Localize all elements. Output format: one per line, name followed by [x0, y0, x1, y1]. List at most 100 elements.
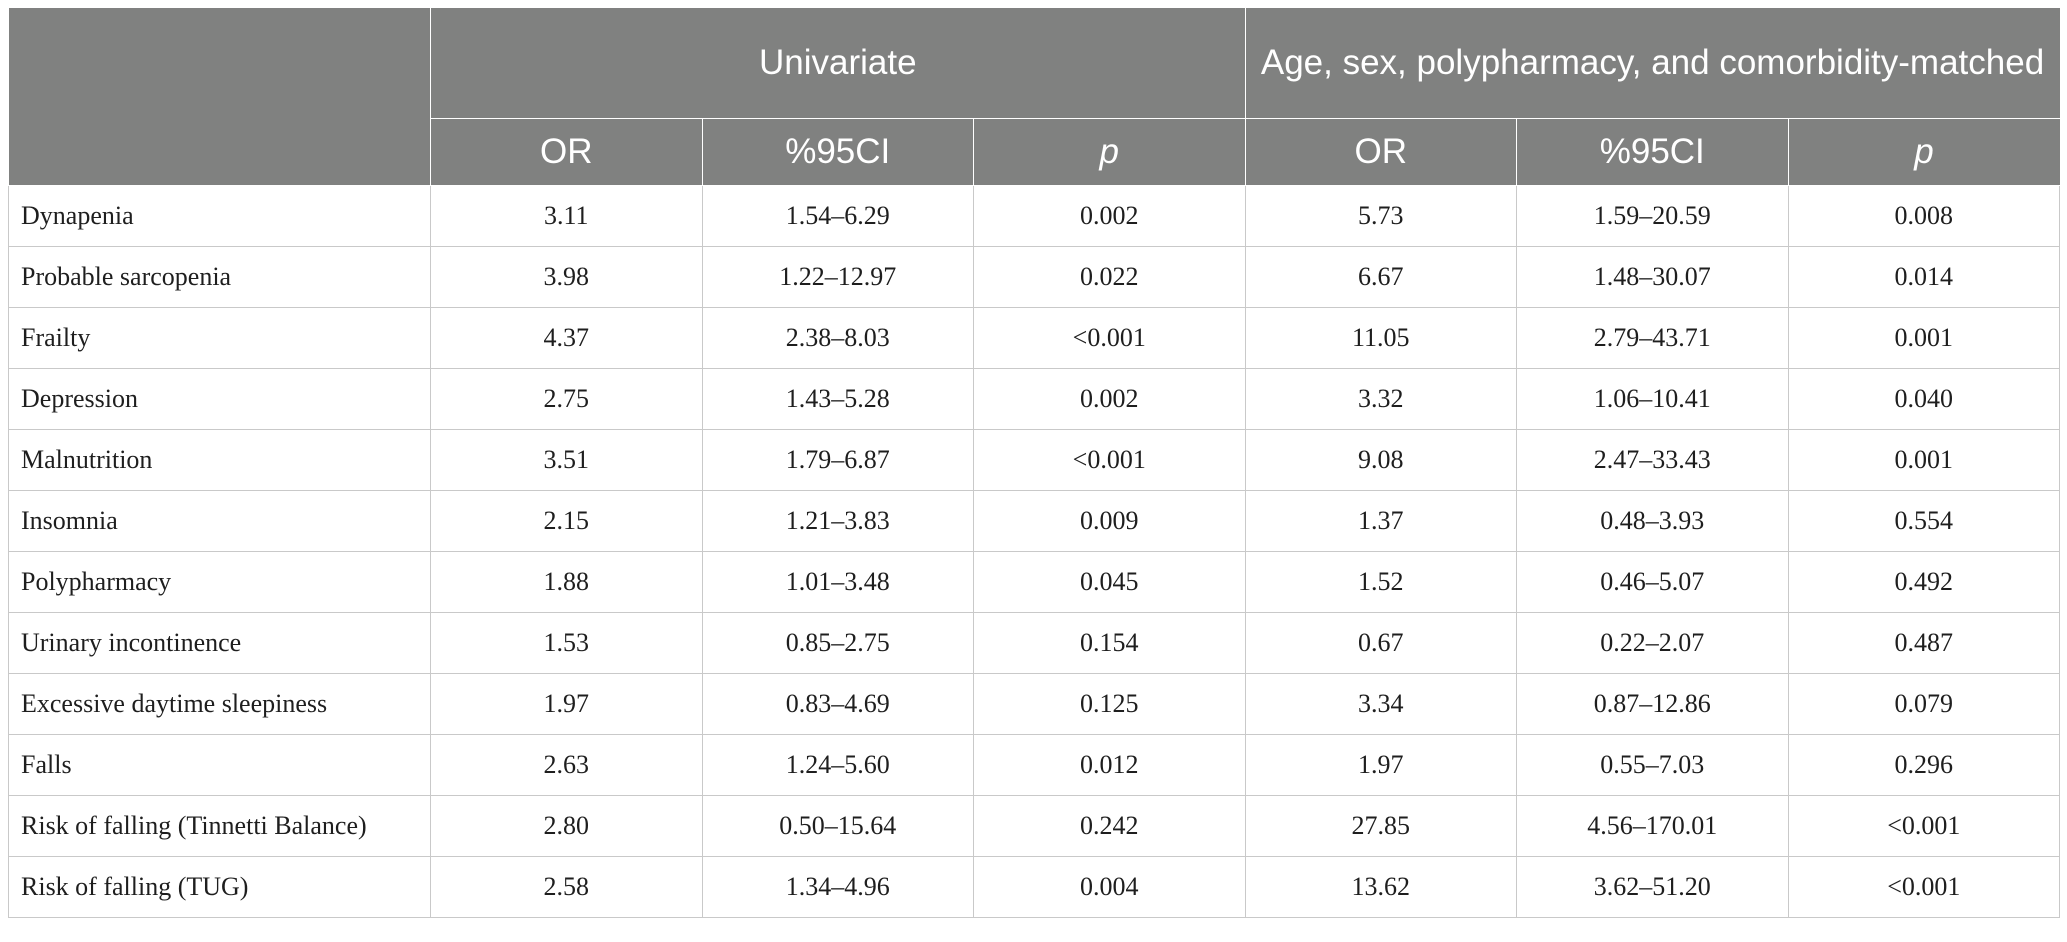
table-row: Frailty 4.37 2.38–8.03 <0.001 11.05 2.79…	[8, 307, 2061, 369]
univariate-p: 0.125	[973, 673, 1246, 735]
matched-or: 9.08	[1244, 429, 1518, 491]
table-row: Probable sarcopenia 3.98 1.22–12.97 0.02…	[8, 246, 2061, 308]
univariate-or: 4.37	[430, 307, 703, 369]
matched-ci: 1.59–20.59	[1516, 185, 1789, 247]
univariate-p: 0.012	[973, 734, 1246, 796]
univariate-or: 3.51	[430, 429, 703, 491]
table-row: Depression 2.75 1.43–5.28 0.002 3.32 1.0…	[8, 368, 2061, 430]
matched-ci: 0.48–3.93	[1516, 490, 1789, 552]
univariate-ci: 1.34–4.96	[701, 856, 974, 918]
matched-or: 1.37	[1244, 490, 1518, 552]
matched-p: 0.040	[1787, 368, 2061, 430]
univariate-ci: 1.24–5.60	[701, 734, 974, 796]
header-matched: Age, sex, polypharmacy, and comorbidity-…	[1244, 8, 2060, 119]
row-label: Falls	[8, 734, 431, 796]
univariate-p: 0.154	[973, 612, 1246, 674]
univariate-ci: 1.01–3.48	[701, 551, 974, 613]
univariate-ci: 1.43–5.28	[701, 368, 974, 430]
row-label: Polypharmacy	[8, 551, 431, 613]
matched-ci: 1.06–10.41	[1516, 368, 1789, 430]
header-univariate-ci: %95CI	[701, 118, 974, 186]
univariate-p: 0.045	[973, 551, 1246, 613]
univariate-p: 0.009	[973, 490, 1246, 552]
univariate-ci: 0.83–4.69	[701, 673, 974, 735]
matched-p: 0.492	[1787, 551, 2061, 613]
univariate-ci: 1.79–6.87	[701, 429, 974, 491]
table-body: Dynapenia 3.11 1.54–6.29 0.002 5.73 1.59…	[8, 185, 2061, 918]
matched-ci: 2.47–33.43	[1516, 429, 1789, 491]
odds-ratio-table-container: Univariate Age, sex, polypharmacy, and c…	[8, 8, 2061, 918]
matched-p: 0.008	[1787, 185, 2061, 247]
table-row: Risk of falling (TUG) 2.58 1.34–4.96 0.0…	[8, 856, 2061, 918]
matched-p: <0.001	[1787, 856, 2061, 918]
univariate-or: 3.11	[430, 185, 703, 247]
matched-or: 3.34	[1244, 673, 1518, 735]
row-label: Risk of falling (Tinnetti Balance)	[8, 795, 431, 857]
row-label: Depression	[8, 368, 431, 430]
table-row: Polypharmacy 1.88 1.01–3.48 0.045 1.52 0…	[8, 551, 2061, 613]
univariate-or: 2.80	[430, 795, 703, 857]
table-row: Urinary incontinence 1.53 0.85–2.75 0.15…	[8, 612, 2061, 674]
matched-p: 0.014	[1787, 246, 2061, 308]
matched-or: 6.67	[1244, 246, 1518, 308]
header-column-row: OR %95CI p OR %95CI p	[9, 118, 2060, 186]
table-row: Risk of falling (Tinnetti Balance) 2.80 …	[8, 795, 2061, 857]
univariate-p: <0.001	[973, 429, 1246, 491]
odds-ratio-table: Univariate Age, sex, polypharmacy, and c…	[8, 8, 2061, 918]
row-label: Frailty	[8, 307, 431, 369]
univariate-or: 1.88	[430, 551, 703, 613]
header-empty-cell	[8, 8, 431, 186]
row-label: Dynapenia	[8, 185, 431, 247]
univariate-p: 0.002	[973, 185, 1246, 247]
univariate-ci: 1.22–12.97	[701, 246, 974, 308]
matched-ci: 0.87–12.86	[1516, 673, 1789, 735]
matched-ci: 4.56–170.01	[1516, 795, 1789, 857]
univariate-p: 0.004	[973, 856, 1246, 918]
matched-or: 13.62	[1244, 856, 1518, 918]
matched-ci: 1.48–30.07	[1516, 246, 1789, 308]
table-row: Falls 2.63 1.24–5.60 0.012 1.97 0.55–7.0…	[8, 734, 2061, 796]
table-row: Excessive daytime sleepiness 1.97 0.83–4…	[8, 673, 2061, 735]
matched-p: 0.554	[1787, 490, 2061, 552]
univariate-ci: 0.50–15.64	[701, 795, 974, 857]
univariate-p: <0.001	[973, 307, 1246, 369]
matched-p: 0.079	[1787, 673, 2061, 735]
matched-or: 5.73	[1244, 185, 1518, 247]
univariate-or: 2.58	[430, 856, 703, 918]
matched-ci: 0.55–7.03	[1516, 734, 1789, 796]
row-label: Urinary incontinence	[8, 612, 431, 674]
univariate-ci: 0.85–2.75	[701, 612, 974, 674]
univariate-ci: 2.38–8.03	[701, 307, 974, 369]
table-row: Malnutrition 3.51 1.79–6.87 <0.001 9.08 …	[8, 429, 2061, 491]
header-univariate: Univariate	[430, 8, 1246, 119]
header-univariate-p: p	[973, 118, 1246, 186]
table-row: Dynapenia 3.11 1.54–6.29 0.002 5.73 1.59…	[8, 185, 2061, 247]
header-matched-p: p	[1787, 118, 2060, 186]
matched-p: 0.001	[1787, 307, 2061, 369]
univariate-p: 0.242	[973, 795, 1246, 857]
univariate-p: 0.022	[973, 246, 1246, 308]
univariate-or: 2.63	[430, 734, 703, 796]
matched-ci: 0.22–2.07	[1516, 612, 1789, 674]
matched-p: <0.001	[1787, 795, 2061, 857]
header-group-row: Univariate Age, sex, polypharmacy, and c…	[8, 8, 2060, 186]
matched-or: 27.85	[1244, 795, 1518, 857]
header-matched-ci: %95CI	[1516, 118, 1789, 186]
univariate-p: 0.002	[973, 368, 1246, 430]
univariate-or: 1.53	[430, 612, 703, 674]
matched-or: 3.32	[1244, 368, 1518, 430]
matched-p: 0.296	[1787, 734, 2061, 796]
row-label: Risk of falling (TUG)	[8, 856, 431, 918]
table-header: Univariate Age, sex, polypharmacy, and c…	[8, 8, 2060, 186]
header-univariate-or: OR	[430, 118, 703, 186]
univariate-or: 2.75	[430, 368, 703, 430]
univariate-ci: 1.21–3.83	[701, 490, 974, 552]
univariate-or: 1.97	[430, 673, 703, 735]
matched-or: 1.52	[1244, 551, 1518, 613]
matched-ci: 2.79–43.71	[1516, 307, 1789, 369]
row-label: Excessive daytime sleepiness	[8, 673, 431, 735]
table-row: Insomnia 2.15 1.21–3.83 0.009 1.37 0.48–…	[8, 490, 2061, 552]
matched-or: 1.97	[1244, 734, 1518, 796]
matched-ci: 0.46–5.07	[1516, 551, 1789, 613]
univariate-or: 2.15	[430, 490, 703, 552]
